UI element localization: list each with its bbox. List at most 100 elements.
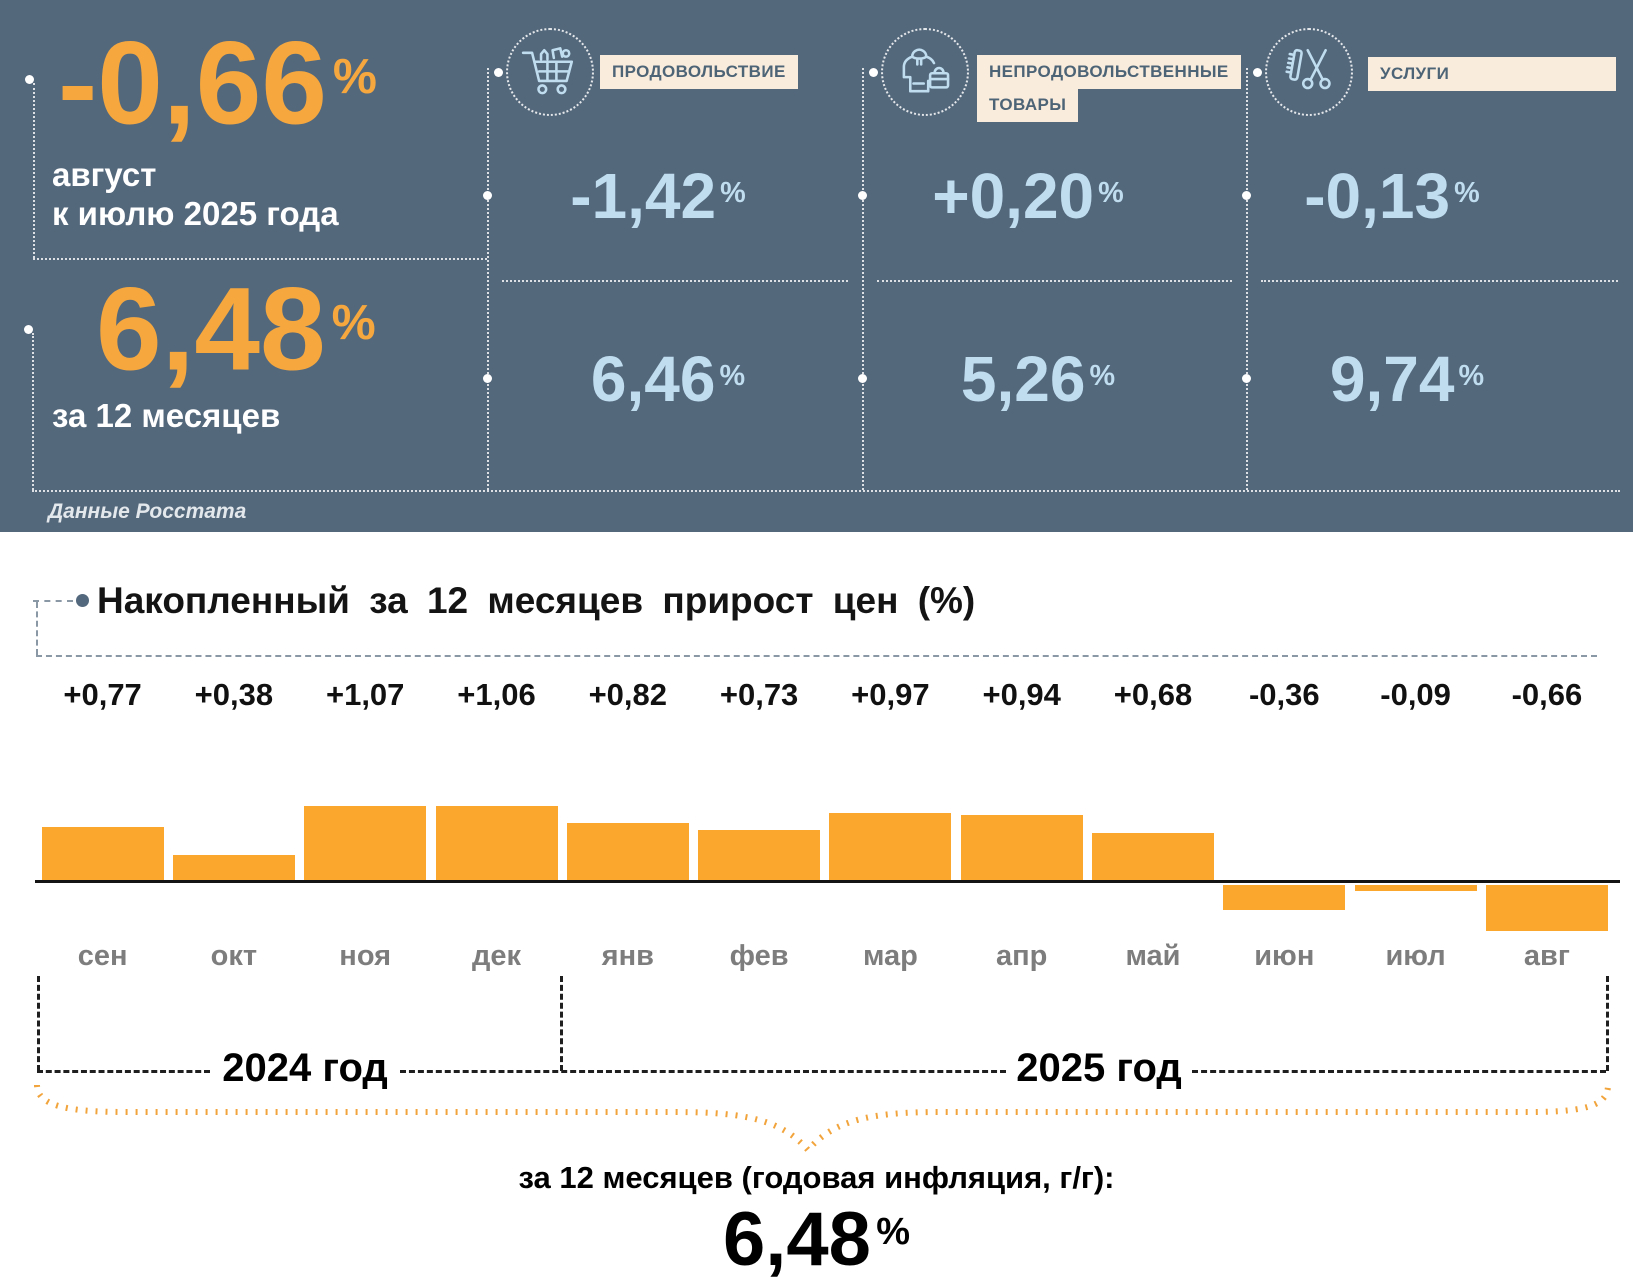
caption-line-1: август — [52, 156, 157, 193]
bar-июл — [1354, 884, 1477, 891]
category-food-label: ПРОДОВОЛЬСТВИЕ — [600, 55, 798, 89]
percent-sign: % — [719, 360, 746, 392]
value-number: -1,42 — [570, 159, 717, 232]
percent-sign: % — [1089, 360, 1116, 392]
category-nonfood-label-line2: ТОВАРЫ — [977, 88, 1079, 122]
bar-май — [1092, 833, 1214, 882]
bar-value-label: +1,07 — [325, 677, 405, 712]
category-nonfood-icon-circle — [881, 28, 969, 116]
value-number: 5,26 — [960, 342, 1086, 415]
bar-апр — [960, 814, 1083, 882]
connector-dot — [869, 68, 878, 77]
connector-dot — [25, 75, 34, 84]
bar-value-label: +1,06 — [457, 677, 536, 712]
category-nonfood-annual-value: 5,26% — [863, 330, 1213, 425]
value-number: -0,13 — [1304, 159, 1451, 232]
connector-dot — [1242, 374, 1251, 383]
header-panel: -0,66% август к июлю 2025 года 6,48% за … — [0, 0, 1633, 532]
month-label: мар — [862, 940, 918, 972]
value-number: 6,46 — [590, 342, 716, 415]
year-dash-line — [1192, 1070, 1606, 1073]
data-source-note: Данные Росстата — [48, 500, 247, 523]
annual-inflation-value: 6,48% — [96, 256, 376, 396]
category-nonfood-monthly-value: +0,20% — [863, 147, 1193, 242]
clothing-and-bag-icon — [902, 48, 950, 93]
month-label: окт — [210, 940, 258, 972]
dotted-guide — [33, 258, 487, 260]
category-services-label: УСЛУГИ — [1368, 57, 1616, 91]
month-label: июн — [1254, 940, 1315, 972]
month-label: янв — [601, 940, 654, 972]
dotted-guide — [33, 83, 35, 258]
dotted-guide — [32, 490, 1620, 492]
connector-dot — [483, 374, 492, 383]
bar-value-label: -0,36 — [1248, 677, 1320, 712]
month-label: ноя — [339, 940, 392, 972]
annual-inflation-footer-value: 6,48% — [0, 1196, 1633, 1283]
bar-value-label: +0,77 — [63, 677, 142, 712]
caption-line-2: к июлю 2025 года — [52, 195, 339, 232]
value-number: +0,20 — [932, 159, 1095, 232]
category-services-annual-value: 9,74% — [1247, 330, 1567, 425]
percent-sign: % — [331, 294, 376, 350]
bar-мар — [829, 812, 952, 882]
year-dash-line — [37, 1070, 210, 1073]
bar-ноя — [304, 805, 427, 882]
monthly-inflation-caption: август к июлю 2025 года — [52, 155, 339, 233]
connector-dot — [483, 191, 492, 200]
month-label: апр — [996, 940, 1048, 972]
dotted-guide — [877, 280, 1232, 282]
column-divider — [487, 68, 489, 490]
annual-inflation-number: 6,48 — [96, 263, 326, 396]
bar-value-label: -0,66 — [1511, 677, 1583, 712]
bar-фев — [698, 829, 821, 882]
month-label: дек — [471, 940, 522, 972]
annual-brace-path — [34, 1084, 1611, 1155]
year-2025-label: 2025 год — [1016, 1046, 1182, 1090]
dotted-guide — [502, 280, 848, 282]
category-food-monthly-value: -1,42% — [488, 147, 828, 242]
connector-dot — [858, 374, 867, 383]
connector-dot — [858, 191, 867, 200]
month-label: сен — [77, 940, 128, 972]
column-divider — [1246, 68, 1248, 490]
bar-value-label: +0,38 — [194, 677, 274, 712]
monthly-inflation-value: -0,66% — [58, 10, 377, 150]
percent-sign: % — [1454, 177, 1480, 209]
year-2024-label: 2024 год — [222, 1046, 388, 1090]
annual-inflation-caption: за 12 месяцев — [52, 397, 281, 434]
year-dash-line — [400, 1070, 1006, 1073]
year-tick — [560, 976, 563, 1071]
bar-value-label: +0,82 — [588, 677, 668, 712]
connector-dot — [24, 325, 33, 334]
annual-brace — [34, 1084, 1611, 1155]
category-services-icon-circle — [1265, 28, 1353, 116]
monthly-inflation-number: -0,66 — [58, 17, 327, 150]
year-tick — [1606, 976, 1609, 1071]
category-nonfood-label-line1: НЕПРОДОВОЛЬСТВЕННЫЕ — [977, 55, 1241, 89]
shopping-cart-icon — [521, 47, 574, 95]
category-food-annual-value: 6,46% — [488, 330, 848, 425]
chart-title: Накопленный за 12 месяцев прирост цен (%… — [97, 580, 976, 621]
bar-окт — [172, 854, 295, 882]
connector-dot — [1242, 191, 1251, 200]
connector-dot — [1253, 68, 1262, 77]
comb-and-scissors-icon — [1285, 48, 1331, 90]
chart-axis-baseline — [35, 880, 1620, 883]
year-tick — [37, 976, 40, 1071]
dashed-guide — [36, 655, 1597, 657]
dotted-guide — [32, 333, 34, 490]
bar-value-label: +0,97 — [851, 677, 930, 712]
column-divider — [862, 68, 864, 490]
annual-inflation-footer-caption: за 12 месяцев (годовая инфляция, г/г): — [518, 1160, 1115, 1195]
percent-sign: % — [332, 48, 377, 104]
category-services-label-box: УСЛУГИ — [1368, 57, 1616, 91]
value-number: 9,74 — [1329, 342, 1455, 415]
bar-авг — [1485, 884, 1608, 932]
month-label: фев — [729, 940, 789, 972]
connector-dot — [494, 68, 503, 77]
percent-sign: % — [720, 177, 746, 209]
percent-sign: % — [1458, 360, 1485, 392]
month-label: июл — [1385, 940, 1446, 972]
